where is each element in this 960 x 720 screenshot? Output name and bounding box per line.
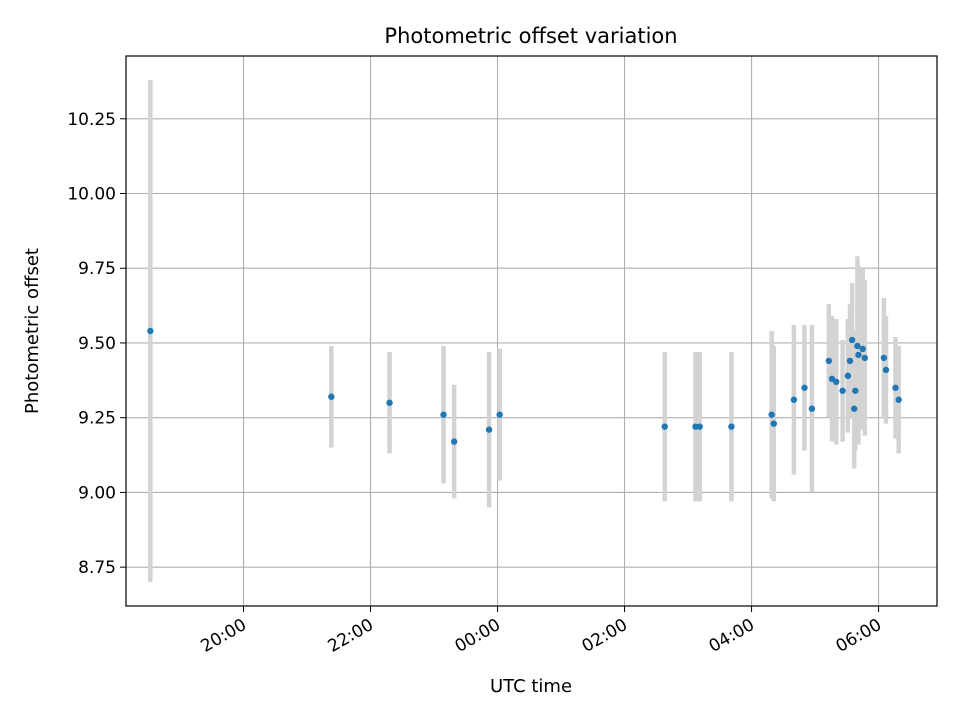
data-point (833, 378, 840, 386)
data-point (825, 357, 833, 365)
y-tick-label: 9.50 (78, 334, 116, 354)
data-point (859, 345, 866, 353)
x-axis-label: UTC time (490, 676, 572, 697)
data-point (328, 393, 335, 400)
data-point (808, 405, 816, 412)
data-point (848, 336, 856, 344)
plot-frame (125, 55, 938, 607)
data-point (696, 423, 703, 430)
data-point (839, 387, 846, 394)
x-tick-label: 02:00 (579, 615, 631, 657)
y-tick-label: 9.25 (78, 409, 116, 429)
errorbar-layer (148, 79, 901, 583)
data-point (846, 357, 854, 365)
y-axis: 8.75 9.00 9.25 9.50 9.75 10.00 10.25 (67, 110, 126, 578)
data-point (855, 351, 862, 359)
data-point (768, 411, 775, 418)
y-tick-label: 9.75 (78, 259, 116, 279)
data-point (661, 423, 668, 430)
data-point (854, 342, 861, 350)
data-point (882, 366, 890, 374)
data-point (844, 372, 852, 380)
data-point (790, 396, 798, 403)
y-axis-label: Photometric offset (22, 248, 43, 414)
x-tick-label: 00:00 (452, 615, 504, 657)
data-point (147, 327, 154, 335)
data-point (852, 387, 859, 394)
x-axis: 20:00 22:00 00:00 02:00 04:00 06:00 (198, 606, 885, 657)
y-tick-label: 8.75 (78, 558, 116, 578)
data-point (728, 423, 735, 430)
y-tick-label: 10.00 (67, 185, 116, 205)
data-point (801, 384, 808, 391)
data-point (892, 384, 899, 391)
data-point (386, 399, 393, 406)
y-tick-label: 9.00 (78, 483, 116, 503)
grid-layer (126, 56, 937, 606)
point-layer (147, 327, 902, 445)
x-tick-label: 04:00 (706, 615, 758, 657)
data-point (770, 420, 777, 427)
data-point (895, 396, 902, 403)
data-point (861, 354, 869, 362)
data-point (880, 354, 888, 362)
data-point (496, 411, 503, 418)
x-tick-label: 22:00 (325, 615, 377, 657)
data-point (851, 405, 858, 412)
x-tick-label: 20:00 (198, 615, 250, 657)
chart-title: Photometric offset variation (384, 24, 677, 48)
y-tick-label: 10.25 (67, 110, 116, 130)
x-tick-label: 06:00 (833, 615, 885, 657)
data-point (440, 411, 447, 418)
data-point (485, 426, 493, 433)
data-point (450, 438, 458, 445)
